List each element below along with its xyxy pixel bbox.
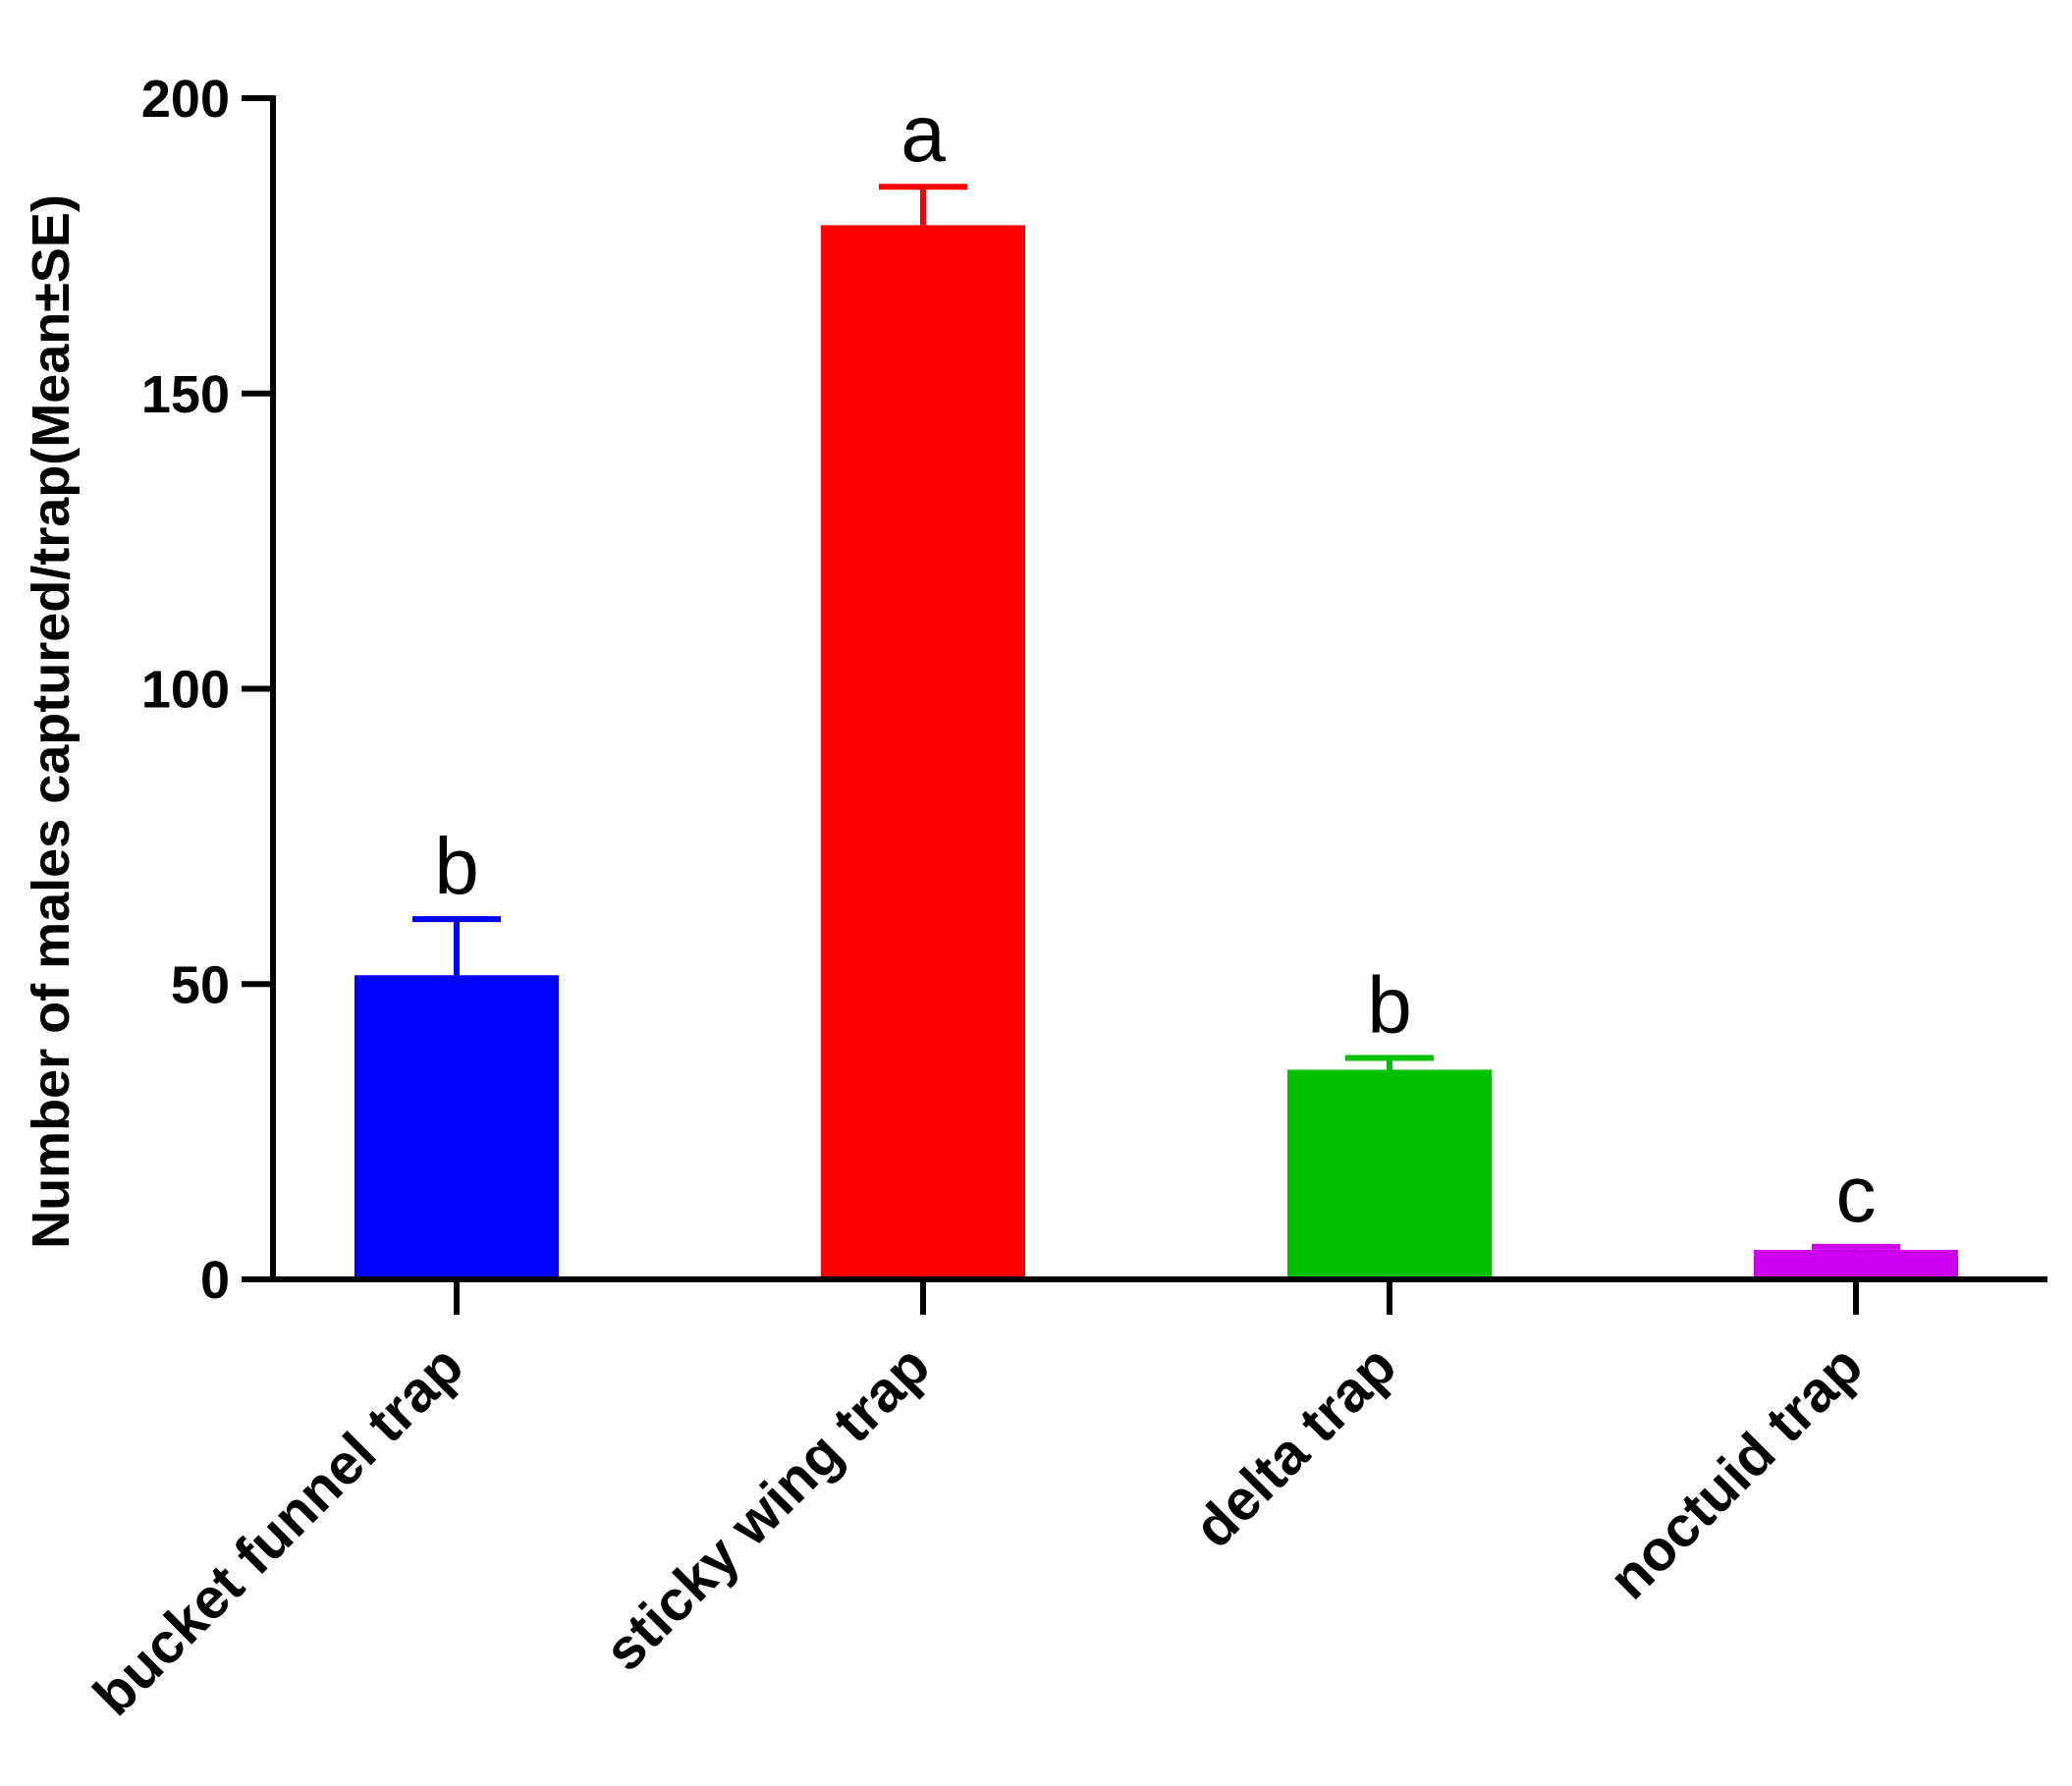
error-bar-0 (412, 916, 501, 976)
error-bar-3 (1812, 1243, 1900, 1250)
bars-layer (354, 225, 1958, 1279)
significance-label-0: b (434, 822, 479, 911)
bar-0 (354, 975, 559, 1279)
bar-1 (821, 225, 1025, 1279)
significance-labels-layer: b a b c (434, 89, 1876, 1239)
x-tick-label-3: noctuid trap (1597, 1333, 1875, 1611)
x-tick-label-2: delta trap (1182, 1333, 1409, 1560)
x-tick-label-0: bucket funnel trap (82, 1333, 475, 1727)
y-tick-label-1: 50 (171, 955, 230, 1014)
bar-2 (1287, 1069, 1492, 1279)
y-axis-label: Number of males captured/trap(Mean±SE) (22, 194, 81, 1249)
significance-label-3: c (1836, 1150, 1877, 1239)
axes-layer: 0 50 100 150 200 bucket funnel trap sticky win… (82, 70, 2047, 1728)
y-tick-label-3: 150 (141, 365, 230, 424)
y-tick-label-4: 200 (141, 70, 230, 129)
x-tick-label-1: sticky wing trap (592, 1333, 942, 1683)
significance-label-1: a (900, 89, 946, 179)
bar-3 (1754, 1249, 1958, 1279)
significance-label-2: b (1367, 960, 1412, 1050)
error-bar-1 (879, 184, 967, 226)
error-bar-2 (1345, 1055, 1434, 1070)
y-tick-label-2: 100 (141, 661, 230, 720)
error-bars-layer (412, 184, 1900, 1250)
y-tick-label-0: 0 (200, 1251, 230, 1310)
